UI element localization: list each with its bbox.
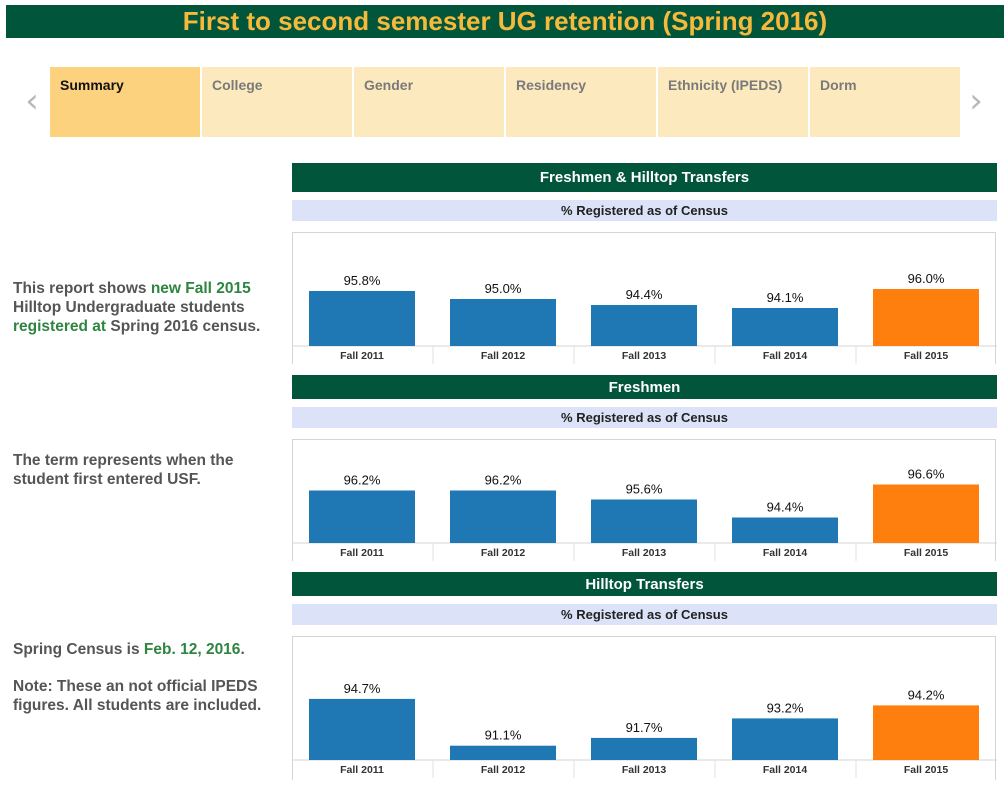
tab-label: College xyxy=(212,77,263,93)
chart-subtitle-text: % Registered as of Census xyxy=(561,607,728,622)
chart-frame xyxy=(292,232,996,364)
bar[interactable] xyxy=(873,484,979,544)
tab-ethnicity[interactable]: Ethnicity (IPEDS) xyxy=(658,67,808,137)
tab-bar: Summary College Gender Residency Ethnici… xyxy=(50,67,962,137)
bar[interactable] xyxy=(591,499,697,544)
data-label: 94.7% xyxy=(344,681,381,696)
x-tick-label: Fall 2012 xyxy=(481,764,526,776)
bar[interactable] xyxy=(309,490,415,544)
bar[interactable] xyxy=(450,299,556,346)
tab-residency[interactable]: Residency xyxy=(506,67,656,137)
bar[interactable] xyxy=(591,305,697,346)
bar-chart: 96.2% Fall 2011 96.2% Fall 2012 95.6% Fall 20… xyxy=(292,467,997,561)
chart-title-text: Freshmen & Hilltop Transfers xyxy=(539,169,750,186)
chart-frame xyxy=(292,439,996,561)
tab-summary[interactable]: Summary xyxy=(50,67,200,137)
chart-title: Freshmen & Hilltop Transfers xyxy=(292,163,997,192)
page-title: First to second semester UG retention (S… xyxy=(182,6,828,36)
x-tick-label: Fall 2015 xyxy=(904,350,949,362)
data-label: 91.7% xyxy=(626,720,663,735)
x-tick-label: Fall 2011 xyxy=(340,764,384,776)
bar[interactable] xyxy=(732,517,838,544)
x-tick-label: Fall 2011 xyxy=(340,547,384,559)
ipeds-note: Note: These an not official IPEDS figure… xyxy=(13,677,278,715)
census-note: Spring Census is Feb. 12, 2016. xyxy=(13,640,283,659)
chart-subtitle: % Registered as of Census xyxy=(292,604,997,625)
chart-title-text: Freshmen xyxy=(608,378,681,396)
bar[interactable] xyxy=(309,698,415,760)
tab-gender[interactable]: Gender xyxy=(354,67,504,137)
data-label: 93.2% xyxy=(767,700,804,715)
x-tick-label: Fall 2015 xyxy=(904,764,949,776)
data-label: 94.4% xyxy=(767,500,804,515)
bar[interactable] xyxy=(873,705,979,760)
tab-label: Ethnicity (IPEDS) xyxy=(668,77,783,93)
x-tick-label: Fall 2014 xyxy=(763,350,808,362)
data-label: 94.2% xyxy=(908,687,945,702)
term-description: The term represents when the student fir… xyxy=(13,451,263,489)
bar[interactable] xyxy=(450,490,556,544)
bar-chart: 94.7% Fall 2011 91.1% Fall 2012 91.7% Fall 20… xyxy=(292,681,997,778)
desc-text: This report shows xyxy=(13,280,151,297)
tab-dorm[interactable]: Dorm xyxy=(810,67,960,137)
tab-college[interactable]: College xyxy=(202,67,352,137)
report-description: This report shows new Fall 2015 Hilltop … xyxy=(13,279,283,336)
data-label: 96.0% xyxy=(908,271,945,286)
title-bar: First to second semester UG retention (S… xyxy=(6,5,1004,38)
data-label: 95.6% xyxy=(626,482,663,497)
census-date: Feb. 12, 2016 xyxy=(143,641,241,658)
x-tick-label: Fall 2013 xyxy=(622,350,667,362)
data-label: 94.4% xyxy=(626,287,663,302)
term-text: The term represents when the student fir… xyxy=(13,452,234,488)
bar[interactable] xyxy=(873,289,979,346)
chart-subtitle: % Registered as of Census xyxy=(292,407,997,428)
tab-label: Summary xyxy=(60,77,124,93)
chart-subtitle-text: % Registered as of Census xyxy=(561,203,728,218)
chart-title: Freshmen xyxy=(292,375,997,399)
chevron-left-icon[interactable]: ‹ xyxy=(25,81,39,121)
chart-subtitle: % Registered as of Census xyxy=(292,200,997,221)
data-label: 94.1% xyxy=(767,290,804,305)
chart-subtitle-text: % Registered as of Census xyxy=(561,410,728,425)
bar[interactable] xyxy=(732,718,838,760)
bar[interactable] xyxy=(732,308,838,346)
x-tick-label: Fall 2011 xyxy=(340,350,384,362)
bar-chart: 95.8% Fall 2011 95.0% Fall 2012 94.4% Fall 20… xyxy=(292,271,997,364)
x-tick-label: Fall 2014 xyxy=(763,547,808,559)
tab-label: Dorm xyxy=(820,77,857,93)
bar[interactable] xyxy=(591,737,697,760)
chevron-right-icon[interactable]: › xyxy=(969,81,983,121)
chart-title-text: Hilltop Transfers xyxy=(585,575,704,593)
data-label: 96.2% xyxy=(485,473,522,488)
desc-text: Spring 2016 census. xyxy=(106,318,261,335)
x-tick-label: Fall 2013 xyxy=(622,764,667,776)
census-text: Spring Census is xyxy=(13,641,144,658)
desc-highlight: new Fall 2015 xyxy=(150,280,251,297)
desc-highlight: registered at xyxy=(13,318,107,335)
tab-label: Residency xyxy=(516,77,587,93)
tab-label: Gender xyxy=(364,77,414,93)
data-label: 95.0% xyxy=(485,281,522,296)
note-text: Note: These an not official IPEDS figure… xyxy=(13,678,262,714)
data-label: 96.6% xyxy=(908,467,945,482)
x-tick-label: Fall 2012 xyxy=(481,547,526,559)
data-label: 91.1% xyxy=(485,728,522,743)
data-label: 96.2% xyxy=(344,473,381,488)
census-text: . xyxy=(240,641,245,658)
x-tick-label: Fall 2013 xyxy=(622,547,667,559)
chart-frame xyxy=(292,636,996,780)
bar[interactable] xyxy=(450,745,556,760)
x-tick-label: Fall 2012 xyxy=(481,350,526,362)
desc-text: Hilltop Undergraduate students xyxy=(13,299,245,316)
x-tick-label: Fall 2015 xyxy=(904,547,949,559)
x-tick-label: Fall 2014 xyxy=(763,764,808,776)
bar[interactable] xyxy=(309,291,415,346)
chart-title: Hilltop Transfers xyxy=(292,572,997,596)
data-label: 95.8% xyxy=(344,273,381,288)
